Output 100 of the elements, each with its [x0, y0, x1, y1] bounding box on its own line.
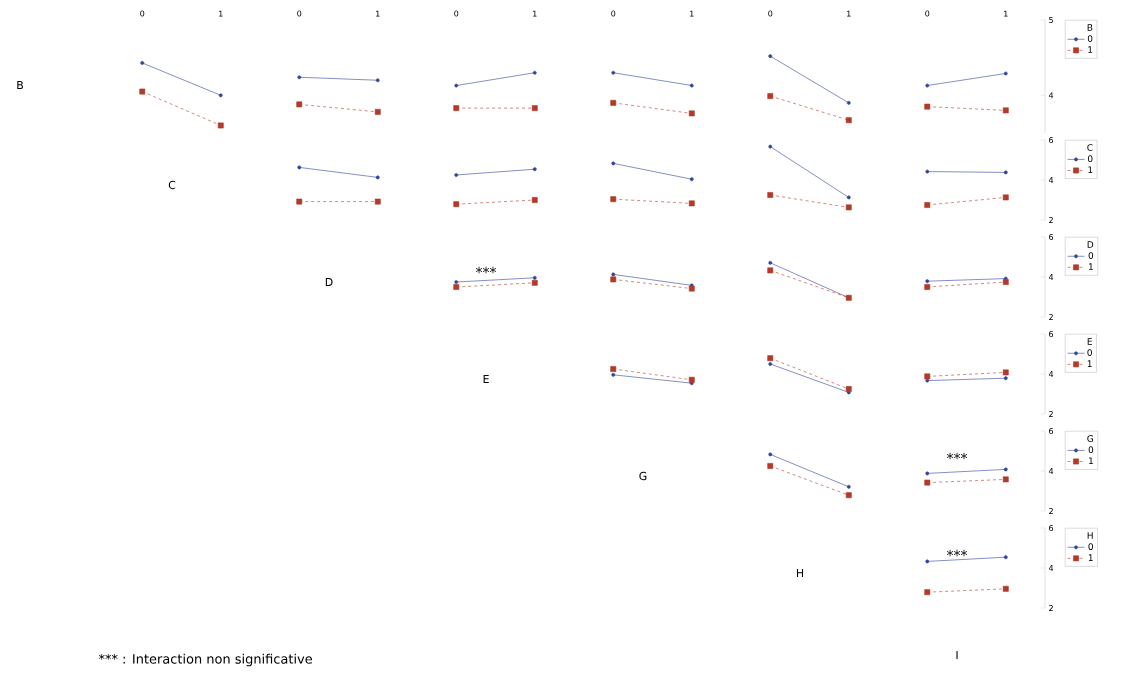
point [688, 110, 695, 117]
point [924, 589, 931, 596]
point [688, 376, 695, 383]
point [768, 362, 773, 366]
point [925, 471, 930, 476]
point [218, 93, 223, 98]
legend-label: 1 [1088, 46, 1093, 53]
point [531, 197, 538, 203]
point [845, 386, 852, 392]
point [846, 195, 851, 200]
point [610, 276, 617, 283]
point [140, 61, 145, 65]
point [768, 452, 773, 457]
point [1002, 476, 1009, 483]
legend-label: 1 [1089, 263, 1093, 270]
legend-label: 1 [1088, 554, 1093, 561]
point [1003, 555, 1008, 560]
point [297, 165, 302, 170]
legend-title: B [1087, 24, 1093, 31]
point [924, 103, 931, 110]
point [924, 479, 931, 486]
point [374, 198, 381, 205]
point [611, 372, 616, 377]
point [689, 177, 694, 182]
point [925, 169, 930, 174]
point [610, 99, 617, 106]
legend-label: 0 [1088, 252, 1094, 259]
annotation: D [325, 278, 333, 286]
annotation: G [639, 471, 647, 481]
legend-label: 0 [1088, 446, 1094, 454]
point [453, 105, 460, 112]
annotation: E [483, 375, 489, 383]
legend-title: H [1087, 532, 1093, 539]
annotation: H [796, 569, 804, 577]
point [1002, 194, 1009, 201]
point [845, 204, 852, 211]
point [610, 196, 617, 203]
annotation: C [168, 180, 176, 190]
legend-title: E [1087, 338, 1092, 345]
text: I [956, 651, 958, 659]
point [375, 175, 380, 180]
point [611, 70, 616, 75]
point [1003, 467, 1008, 472]
point [454, 173, 459, 177]
point [767, 192, 774, 198]
point [1003, 170, 1008, 175]
point [297, 75, 302, 80]
point [611, 272, 616, 277]
point [688, 285, 695, 292]
annotation: *** [475, 266, 497, 274]
point [139, 88, 146, 95]
point [532, 167, 537, 172]
point [846, 100, 851, 105]
point [845, 117, 852, 124]
legend-label: 1 [1087, 360, 1092, 367]
point [1002, 585, 1009, 592]
point [217, 122, 224, 129]
point [924, 284, 931, 290]
point [925, 83, 930, 88]
legend-label: 0 [1087, 349, 1092, 356]
point [924, 202, 931, 208]
point [454, 280, 459, 284]
legend-label: 0 [1088, 543, 1093, 550]
point [845, 492, 852, 499]
point [1002, 279, 1009, 285]
point [924, 373, 931, 380]
point [689, 83, 694, 88]
point [925, 279, 930, 284]
point [610, 366, 617, 372]
point [375, 78, 380, 83]
point [454, 83, 459, 88]
legend-label: 1 [1089, 457, 1093, 464]
legend-title: D [1087, 241, 1094, 248]
point [532, 70, 537, 75]
point [1003, 71, 1008, 76]
legend-title: G [1087, 435, 1094, 442]
point [531, 279, 538, 286]
point [767, 267, 774, 274]
point [688, 200, 695, 207]
annotation: *** [946, 452, 968, 460]
point [768, 144, 773, 149]
point [846, 484, 851, 489]
annotation: *** [946, 549, 968, 557]
point [767, 355, 774, 362]
point [925, 378, 930, 383]
point [453, 201, 460, 208]
point [1002, 369, 1009, 376]
text: B [17, 81, 23, 89]
point [767, 93, 774, 99]
legend-label: 0 [1087, 35, 1093, 42]
legend-title: C [1087, 144, 1093, 151]
legend-label: 0 [1087, 155, 1093, 163]
point [768, 260, 773, 265]
point [532, 275, 537, 280]
point [296, 101, 303, 108]
text: *** : Interaction non significative [98, 653, 312, 667]
point [374, 109, 381, 115]
point [1003, 376, 1008, 381]
point [531, 105, 538, 112]
point [925, 559, 930, 564]
